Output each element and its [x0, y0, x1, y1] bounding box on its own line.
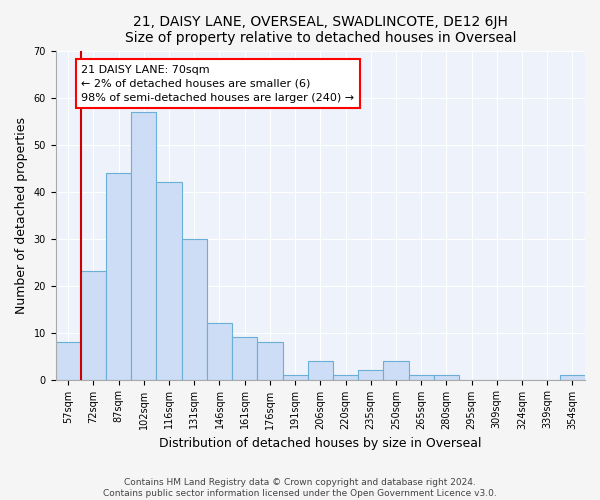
Bar: [383, 361, 409, 380]
Y-axis label: Number of detached properties: Number of detached properties: [15, 116, 28, 314]
Bar: [333, 375, 358, 380]
Bar: [257, 342, 283, 380]
Title: 21, DAISY LANE, OVERSEAL, SWADLINCOTE, DE12 6JH
Size of property relative to det: 21, DAISY LANE, OVERSEAL, SWADLINCOTE, D…: [125, 15, 516, 45]
Bar: [232, 338, 257, 380]
Bar: [106, 172, 131, 380]
Bar: [207, 323, 232, 380]
X-axis label: Distribution of detached houses by size in Overseal: Distribution of detached houses by size …: [159, 437, 482, 450]
Text: Contains HM Land Registry data © Crown copyright and database right 2024.
Contai: Contains HM Land Registry data © Crown c…: [103, 478, 497, 498]
Bar: [434, 375, 459, 380]
Text: 21 DAISY LANE: 70sqm
← 2% of detached houses are smaller (6)
98% of semi-detache: 21 DAISY LANE: 70sqm ← 2% of detached ho…: [82, 64, 355, 102]
Bar: [560, 375, 585, 380]
Bar: [131, 112, 157, 380]
Bar: [409, 375, 434, 380]
Bar: [81, 272, 106, 380]
Bar: [308, 361, 333, 380]
Bar: [358, 370, 383, 380]
Bar: [56, 342, 81, 380]
Bar: [182, 238, 207, 380]
Bar: [157, 182, 182, 380]
Bar: [283, 375, 308, 380]
